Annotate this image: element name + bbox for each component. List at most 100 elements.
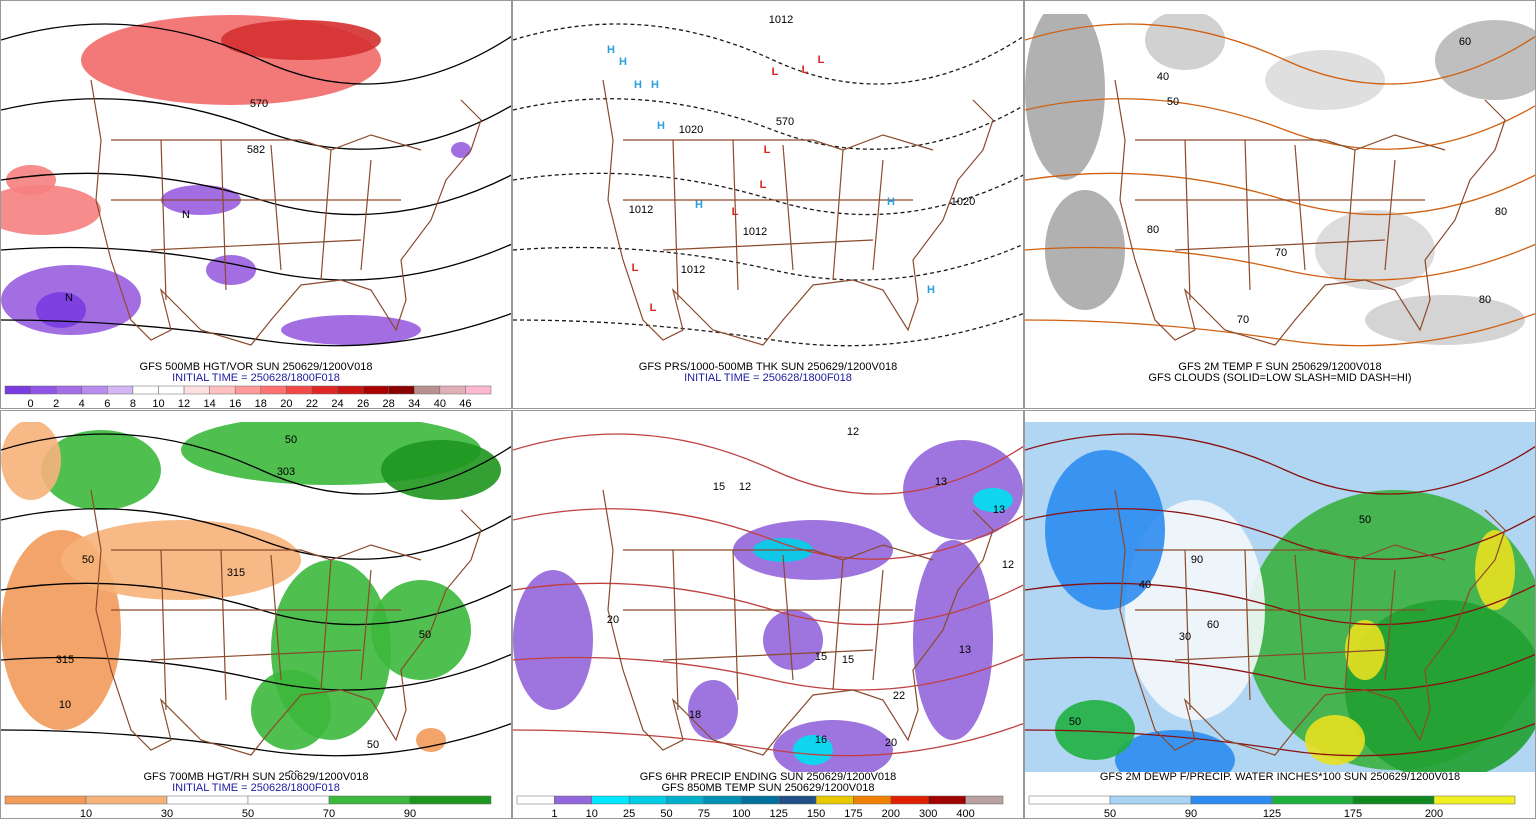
colorbar-swatch bbox=[158, 385, 185, 395]
map-label: 80 bbox=[1479, 294, 1491, 306]
field-area bbox=[1045, 190, 1125, 310]
colorbar-swatch bbox=[362, 385, 389, 395]
field-area bbox=[206, 255, 256, 285]
colorbar-label: 125 bbox=[770, 808, 788, 819]
colorbar-swatch bbox=[1433, 795, 1516, 805]
map-label: L bbox=[764, 144, 771, 156]
colorbar-swatch bbox=[85, 795, 168, 805]
field-area bbox=[381, 440, 501, 500]
contour bbox=[1025, 243, 1535, 281]
colorbar-label: 6 bbox=[104, 398, 110, 410]
colorbar-label: 125 bbox=[1263, 808, 1281, 819]
map-layer: 570 582 N N bbox=[1, 15, 511, 347]
contour bbox=[1, 653, 511, 691]
field-area bbox=[973, 488, 1013, 512]
colorbar-swatch bbox=[666, 795, 705, 805]
colorbar-label: 10 bbox=[152, 398, 164, 410]
field-area bbox=[1365, 295, 1525, 345]
map-label: H bbox=[887, 196, 895, 208]
colorbar-label: 150 bbox=[807, 808, 825, 819]
map: 80 80 70 70 60 50 40 80 bbox=[1025, 14, 1535, 355]
colorbar-label: 40 bbox=[434, 398, 446, 410]
map-label: 12 bbox=[739, 481, 751, 493]
colorbar-swatch bbox=[247, 795, 330, 805]
colorbar-label: 20 bbox=[280, 398, 292, 410]
map-layer: 80 80 70 70 60 50 40 80 bbox=[1025, 14, 1535, 347]
map-label: 50 bbox=[419, 629, 431, 641]
colorbar-label: 100 bbox=[732, 808, 750, 819]
contour bbox=[1025, 312, 1535, 347]
contour bbox=[1025, 433, 1535, 495]
field-area bbox=[1435, 20, 1535, 100]
map-label: 16 bbox=[815, 734, 827, 746]
map-label: 1012 bbox=[743, 226, 767, 238]
map-label: 13 bbox=[993, 504, 1005, 516]
contour bbox=[1, 433, 511, 495]
field-area bbox=[251, 670, 331, 750]
colorbar-swatch bbox=[1271, 795, 1354, 805]
field-area bbox=[1, 422, 61, 500]
map-label: 20 bbox=[885, 737, 897, 749]
colorbar-label: 26 bbox=[357, 398, 369, 410]
field-area bbox=[281, 315, 421, 345]
borders bbox=[1114, 489, 1506, 756]
map-label: 40 bbox=[1157, 71, 1169, 83]
colorbar-label: 50 bbox=[660, 808, 672, 819]
colorbar-label: 22 bbox=[306, 398, 318, 410]
colorbar-label: 28 bbox=[383, 398, 395, 410]
map-label: H bbox=[607, 44, 615, 56]
contour bbox=[513, 312, 1023, 347]
colorbar-swatch bbox=[166, 795, 249, 805]
colorbar-swatch bbox=[554, 795, 593, 805]
colorbar-swatch bbox=[628, 795, 667, 805]
field-area bbox=[1345, 620, 1385, 680]
colorbar-label: 175 bbox=[844, 808, 862, 819]
contour bbox=[1025, 508, 1535, 560]
map-label: 13 bbox=[935, 476, 947, 488]
colorbar-swatch bbox=[234, 385, 262, 395]
caption: GFS 700MB HGT/RH SUN 250629/1200V018 bbox=[143, 771, 368, 783]
colorbar-swatch bbox=[741, 795, 779, 805]
map-label: 90 bbox=[1191, 554, 1203, 566]
contour bbox=[1, 508, 511, 560]
map-label: 1012 bbox=[769, 14, 793, 26]
contour bbox=[1, 722, 511, 757]
colorbar-swatch bbox=[409, 795, 492, 805]
contour bbox=[513, 243, 1023, 281]
map-label: N bbox=[182, 209, 190, 221]
colorbar-label: 300 bbox=[919, 808, 937, 819]
field-area bbox=[903, 440, 1023, 540]
caption: INITIAL TIME = 250628/1800F018 bbox=[172, 372, 340, 384]
panel: 50 90 60 30 40 50 GFS 2M DEWP F/PRECIP. WATER … bbox=[1024, 410, 1536, 819]
colorbar-label: 10 bbox=[80, 808, 92, 819]
field-area bbox=[1025, 14, 1105, 180]
map-label: 80 bbox=[1495, 206, 1507, 218]
borders bbox=[90, 489, 482, 756]
colorbar-swatch bbox=[1190, 795, 1273, 805]
map-label: L bbox=[772, 66, 779, 78]
colorbar-swatch bbox=[4, 795, 87, 805]
borders bbox=[90, 79, 482, 346]
colorbar-swatch bbox=[591, 795, 630, 805]
field-area bbox=[416, 728, 446, 752]
map-label: 18 bbox=[689, 709, 701, 721]
panel-frame bbox=[512, 0, 1024, 409]
colorbar-label: 4 bbox=[79, 398, 85, 410]
borders bbox=[602, 79, 994, 346]
field-area bbox=[371, 580, 471, 680]
colorbar-label: 50 bbox=[242, 808, 254, 819]
contour bbox=[1, 243, 511, 281]
field-area bbox=[1055, 700, 1135, 760]
map-label: 10 bbox=[59, 699, 71, 711]
map-label: 1020 bbox=[679, 124, 703, 136]
colorbar-swatch bbox=[30, 385, 57, 395]
colorbar-swatch bbox=[328, 795, 411, 805]
field-area bbox=[1, 185, 101, 235]
map-background bbox=[513, 14, 1023, 355]
caption: INITIAL TIME = 250628/1800F018 bbox=[684, 372, 852, 384]
contour bbox=[513, 508, 1023, 560]
colorbar-label: 50 bbox=[1104, 808, 1116, 819]
colorbar-label: 18 bbox=[255, 398, 267, 410]
